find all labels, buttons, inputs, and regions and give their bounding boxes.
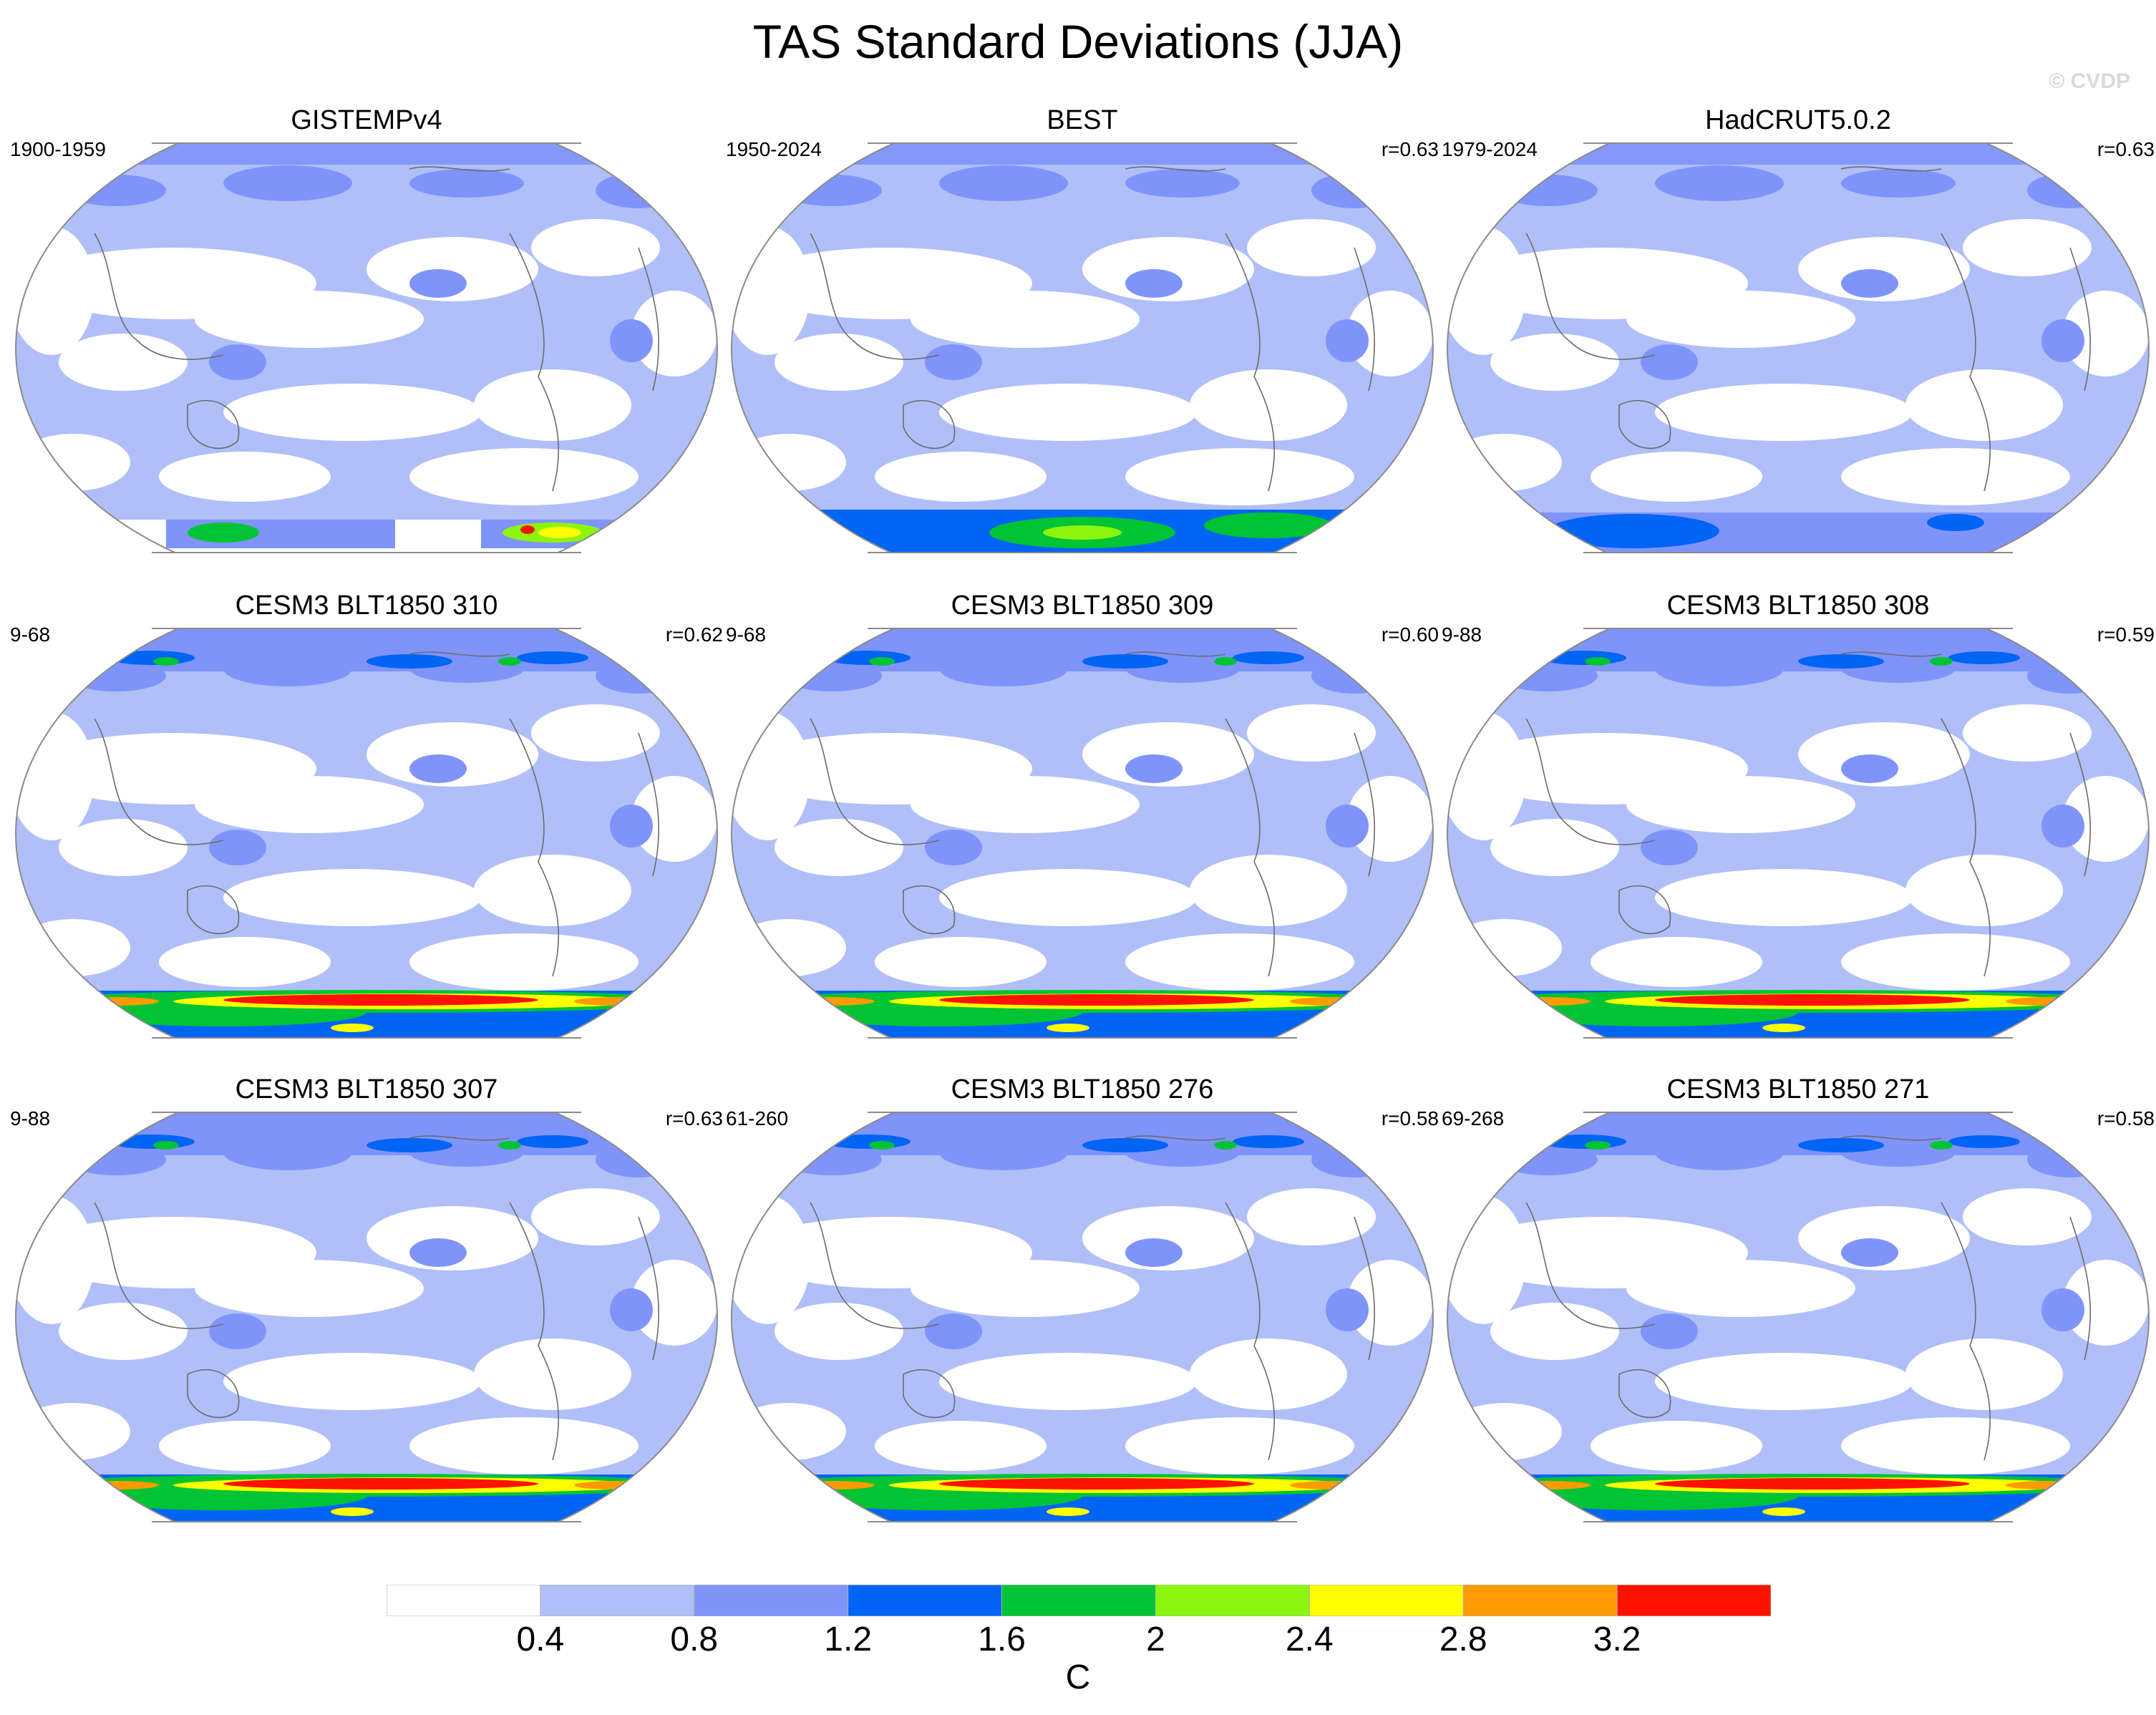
panel-title: CESM3 BLT1850 308 [1666,591,1930,621]
colorbar-bin [1155,1585,1310,1616]
colorbar-bin [848,1585,1003,1616]
colorbar [387,1585,1771,1616]
panel-correlation: r=0.63 [665,1107,723,1129]
map-panel: GISTEMPv4 1900-1959 [9,105,724,588]
map-field [1447,143,2149,553]
map-field [16,628,717,1038]
map-svg [14,628,719,1039]
map-field [1447,1112,2149,1522]
panel-correlation: r=0.63 [1381,138,1439,160]
panel-correlation: r=0.62 [665,623,723,646]
panel-period: 9-68 [10,623,51,646]
cvdp-watermark: © CVDP [2049,69,2130,93]
map-panel: CESM3 BLT1850 307 9-88 r=0.63 [9,1074,724,1558]
panel-title: GISTEMPv4 [291,105,442,135]
colorbar-tick-label: 1.2 [824,1621,873,1658]
panel-period: 61-260 [726,1107,789,1129]
map-svg [730,628,1434,1039]
panel-period: 1900-1959 [10,138,106,160]
colorbar-tick-label: 3.2 [1593,1621,1641,1658]
colorbar-unit: C [1065,1658,1091,1696]
colorbar-bin [540,1585,695,1616]
panel-title: CESM3 BLT1850 310 [235,591,498,621]
panel-period: 9-88 [10,1107,51,1129]
panel-period: 9-88 [1442,623,1482,646]
colorbar-tick-label: 0.8 [670,1621,719,1658]
panel-period: 1979-2024 [1442,138,1538,160]
map-svg [1446,1112,2150,1522]
colorbar-bin [1462,1585,1618,1616]
map-field [732,143,1433,553]
panel-period: 69-268 [1442,1107,1505,1129]
map-field [16,143,717,553]
map-field [16,1112,717,1522]
panel-correlation: r=0.59 [2097,623,2155,646]
colorbar-bin [1616,1585,1771,1616]
panel-title: HadCRUT5.0.2 [1705,105,1891,135]
colorbar-labels: 0.4 0.8 1.2 1.6 2 2.4 2.8 3.2 [387,1622,1771,1658]
panel-period: 1950-2024 [726,138,822,160]
colorbar-bin [1308,1585,1464,1616]
map-field [732,628,1433,1038]
panel-correlation: r=0.63 [2097,138,2155,160]
colorbar-tick-label: 0.4 [516,1621,565,1658]
map-panel: CESM3 BLT1850 271 69-268 r=0.58 [1440,1074,2156,1558]
map-panel: BEST 1950-2024 r=0.63 [724,105,1440,588]
colorbar-bin [1001,1585,1156,1616]
colorbar-tick-label: 1.6 [978,1621,1026,1658]
map-panel: CESM3 BLT1850 310 9-68 r=0.62 [9,590,724,1074]
map-panel: CESM3 BLT1850 276 61-260 r=0.58 [724,1074,1440,1558]
colorbar-tick-label: 2 [1146,1621,1165,1658]
figure-title: TAS Standard Deviations (JJA) [752,15,1404,68]
panel-title: CESM3 BLT1850 271 [1666,1074,1930,1104]
map-panel: CESM3 BLT1850 308 9-88 r=0.59 [1440,590,2156,1074]
panel-title: CESM3 BLT1850 309 [951,591,1214,621]
colorbar-tick-label: 2.4 [1285,1621,1334,1658]
map-svg [14,1112,719,1522]
map-panel: CESM3 BLT1850 309 9-68 r=0.60 [724,590,1440,1074]
map-svg [1446,628,2150,1039]
map-field [732,1112,1433,1522]
panel-correlation: r=0.58 [2097,1107,2155,1129]
map-svg [730,1112,1434,1522]
map-field [1447,628,2149,1038]
map-svg [1446,142,2150,553]
panel-period: 9-68 [726,623,767,646]
colorbar-bar [387,1585,1771,1616]
map-panel: HadCRUT5.0.2 1979-2024 r=0.63 [1440,105,2156,588]
colorbar-tick-label: 2.8 [1439,1621,1487,1658]
colorbar-bin [694,1585,849,1616]
panel-title: CESM3 BLT1850 276 [951,1074,1214,1104]
panel-correlation: r=0.60 [1381,623,1439,646]
map-svg [730,142,1434,553]
panel-title: BEST [1047,105,1118,135]
panel-correlation: r=0.58 [1381,1107,1439,1129]
map-svg [14,142,719,553]
panel-title: CESM3 BLT1850 307 [235,1074,498,1104]
colorbar-bin [387,1585,541,1616]
